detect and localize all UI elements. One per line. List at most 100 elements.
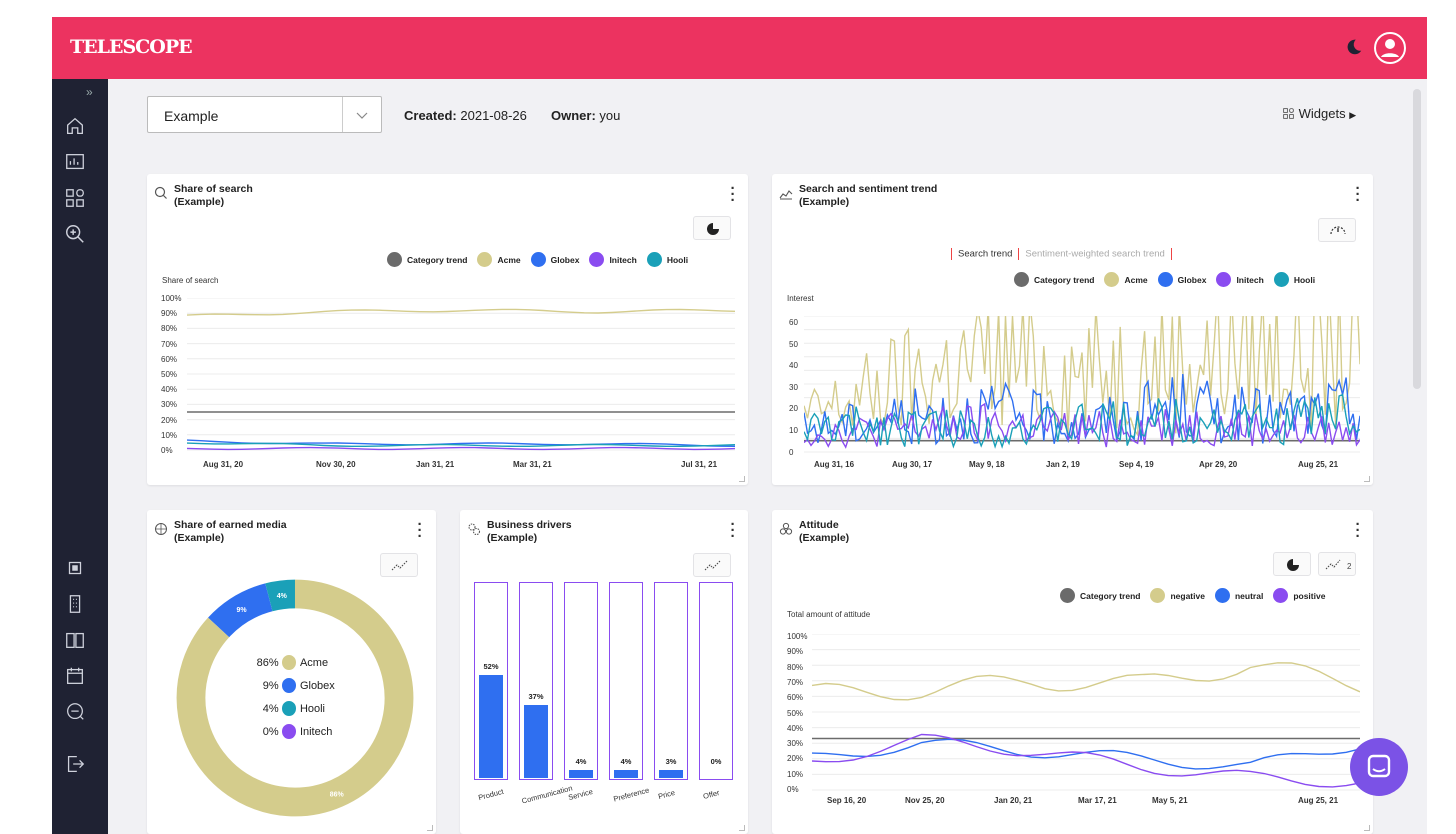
resize-handle[interactable] [739,825,745,831]
donut-legend-item[interactable]: 4% Hooli [262,701,326,716]
resize-handle[interactable] [427,825,433,831]
y-tick-label: 100% [787,632,808,641]
more-options-icon[interactable]: · · · [730,180,736,209]
trend-line-icon [704,560,721,571]
chat-search-icon[interactable] [64,701,88,725]
legend-item[interactable]: Globex [1157,272,1206,287]
card-title: Business drivers (Example) [487,519,572,545]
y-tick-label: 20 [789,404,798,414]
legend-item[interactable]: Globex [530,252,579,267]
y-tick-label: 60 [789,318,798,327]
user-circle-icon[interactable] [1373,31,1407,65]
card-title-text: Share of search [174,183,253,195]
bar-category-label: Price [657,787,676,802]
y-tick-label: 60% [787,693,804,703]
x-tick-label: Nov 25, 20 [905,796,945,805]
series-line-neutral [812,738,1360,770]
bar-fill [479,675,503,778]
dashboard-select[interactable]: Example [147,96,382,133]
x-tick-label: Aug 25, 21 [1298,796,1339,805]
card-subtitle-text: (Example) [174,532,225,544]
more-options-icon[interactable]: · · · [1355,516,1361,545]
y-axis-title: Share of search [162,276,219,285]
bar-frame[interactable] [654,582,688,780]
home-icon[interactable] [64,115,88,139]
widgets-icon[interactable] [64,187,88,211]
building-icon[interactable] [64,593,88,617]
donut-slice-label: 86% [330,791,345,798]
trend-toggle[interactable] [693,553,731,577]
chat-launcher-button[interactable] [1350,738,1408,796]
donut-legend-item[interactable]: 0% Initech [262,724,333,739]
gauge-toggle[interactable] [1318,218,1356,242]
bar-frame[interactable] [609,582,643,780]
legend-item[interactable]: Acme [477,252,521,267]
owner-meta: Owner: you [551,108,620,123]
series-line-hooli [804,393,1360,449]
more-options-icon[interactable]: · · · [730,516,736,545]
created-label: Created: [404,108,457,123]
expand-icon[interactable]: » [86,85,93,99]
bar-fill [659,770,683,778]
more-options-icon[interactable]: · · · [1355,180,1361,209]
top-bar: TELESCOPE [52,17,1427,79]
card-subtitle-text: (Example) [487,532,538,544]
bar-frame[interactable] [699,582,733,780]
card-title: Share of search (Example) [174,183,253,209]
legend-item[interactable]: Initech [589,252,637,267]
chart-legend: Category trend negative neutral positive [1050,588,1325,605]
attitude-icon [779,522,793,535]
calendar-icon[interactable] [64,665,88,689]
legend-item[interactable]: Hooli [1273,272,1315,287]
scrollbar[interactable] [1413,89,1421,389]
pie-chart-toggle[interactable] [1273,552,1311,576]
card-title-text: Search and sentiment trend [799,183,938,195]
y-tick-label: 40% [787,723,804,733]
card-title-text: Share of earned media [174,519,287,531]
widgets-button[interactable]: Widgets ▶ [1282,106,1356,121]
chat-icon [1367,754,1391,778]
legend-item[interactable]: positive [1273,588,1325,603]
pie-chart-toggle[interactable] [693,216,731,240]
legend-item[interactable]: Initech [1216,272,1264,287]
trend-line-icon [1325,559,1341,570]
x-tick-label: Jan 2, 19 [1046,460,1080,469]
x-tick-label: May 9, 18 [969,460,1005,469]
y-tick-label: 80% [787,662,804,672]
gears-icon [468,523,481,536]
y-tick-label: 50% [787,708,804,718]
tab-sentiment-weighted[interactable]: Sentiment-weighted search trend [1025,248,1165,260]
gauge-icon [1330,226,1346,235]
legend-item[interactable]: Acme [1104,272,1148,287]
donut-slice-acme [176,579,414,817]
search-zoom-icon[interactable] [64,223,88,247]
legend-item[interactable]: neutral [1214,588,1263,603]
series-line-globex [804,373,1360,446]
donut-legend-item[interactable]: 9% Globex [262,678,335,693]
resize-handle[interactable] [739,476,745,482]
resize-handle[interactable] [1364,476,1370,482]
legend-item[interactable]: Category trend [387,252,467,267]
more-options-icon[interactable]: · · · [417,516,423,545]
trend-toggle[interactable] [380,553,418,577]
app-logo[interactable]: TELESCOPE [70,36,193,58]
dashboard-icon[interactable] [64,151,88,175]
bar-frame[interactable] [564,582,598,780]
legend-item[interactable]: Category trend [1060,588,1140,603]
widgets-icon [1283,108,1294,119]
chip-icon[interactable] [64,557,88,581]
moon-icon[interactable] [1342,35,1364,59]
chevron-down-icon[interactable] [356,109,368,121]
legend-item[interactable]: Hooli [646,252,688,267]
tab-search-trend[interactable]: Search trend [958,248,1013,260]
bar-fill [524,704,548,778]
donut-legend-item[interactable]: 86% Acme [256,655,329,670]
trend-toggle[interactable]: 2 [1318,552,1356,576]
legend-item[interactable]: negative [1150,588,1205,603]
resize-handle[interactable] [1364,825,1370,831]
donut-slice-label: 4% [277,593,288,600]
legend-item[interactable]: Category trend [1014,272,1094,287]
bar-category-label: Preference [612,785,651,804]
city-icon[interactable] [64,629,88,653]
logout-icon[interactable] [64,753,88,777]
